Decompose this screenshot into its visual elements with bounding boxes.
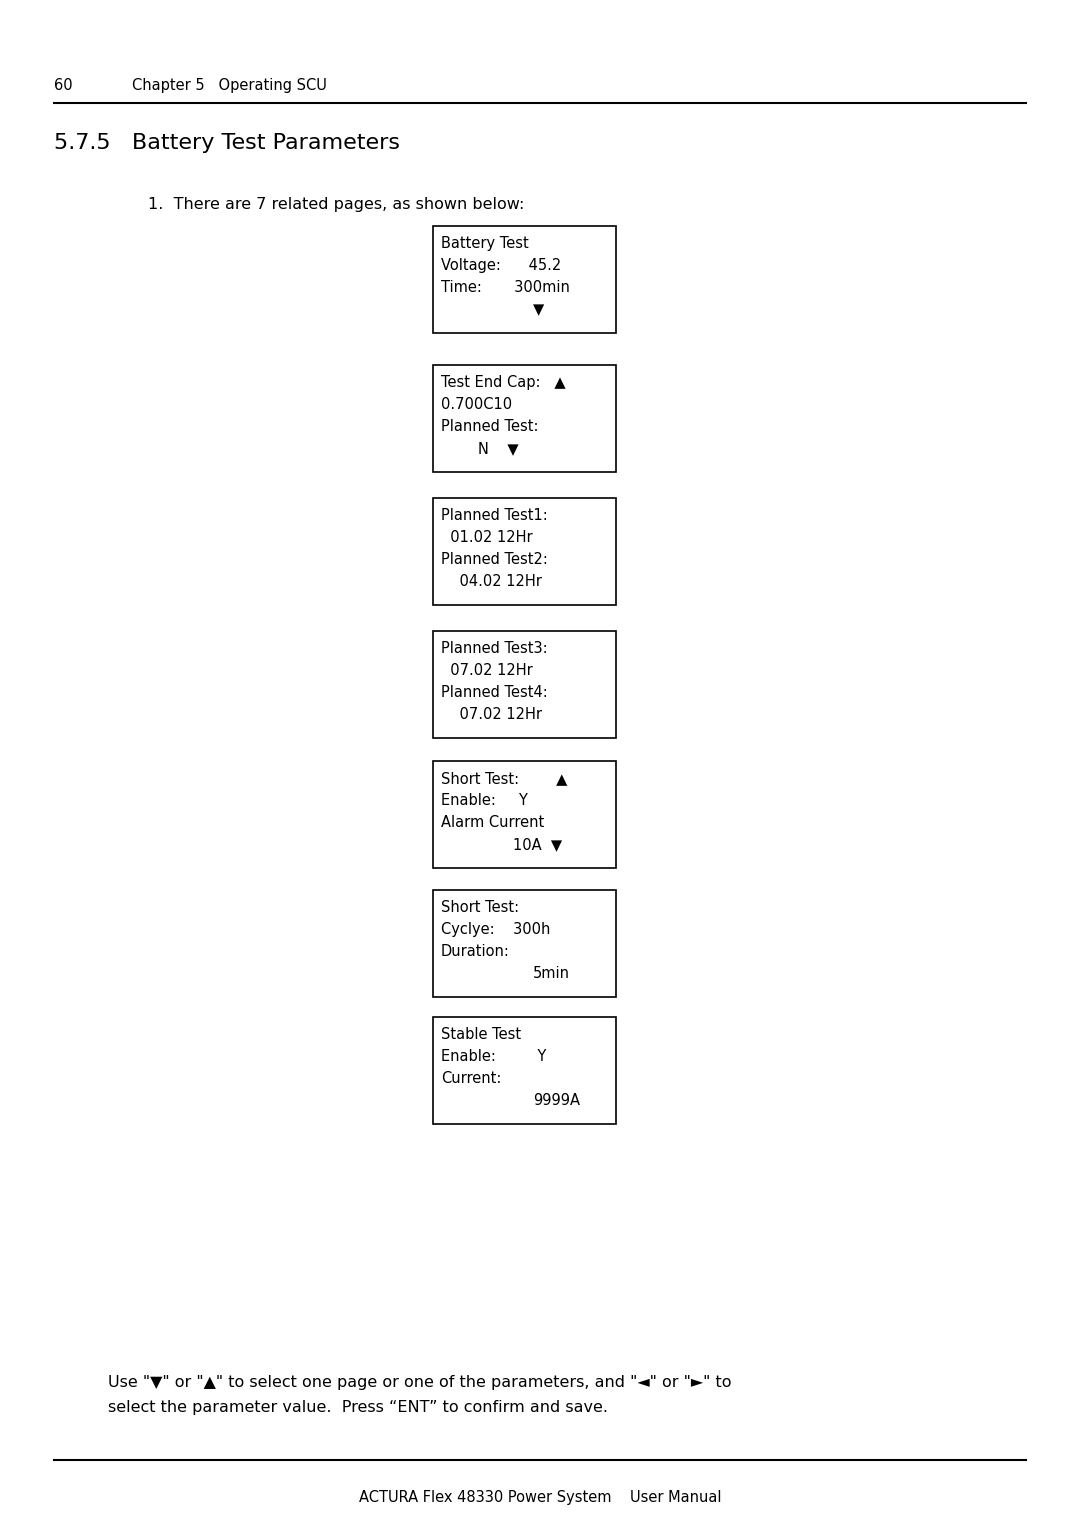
Text: 01.02 12Hr: 01.02 12Hr	[441, 530, 532, 545]
Text: 5.7.5   Battery Test Parameters: 5.7.5 Battery Test Parameters	[54, 133, 400, 153]
Text: Test End Cap:   ▲: Test End Cap: ▲	[441, 374, 566, 390]
Bar	[433, 631, 616, 738]
Text: Alarm Current: Alarm Current	[441, 814, 544, 830]
Text: 1.  There are 7 related pages, as shown below:: 1. There are 7 related pages, as shown b…	[148, 197, 525, 212]
Bar	[433, 889, 616, 996]
Text: Planned Test1:: Planned Test1:	[441, 507, 548, 523]
Text: Time:       300min: Time: 300min	[441, 280, 570, 295]
Text: Short Test:        ▲: Short Test: ▲	[441, 772, 567, 785]
Text: Planned Test4:: Planned Test4:	[441, 685, 548, 700]
Text: 9999A: 9999A	[534, 1093, 580, 1108]
Text: select the parameter value.  Press “ENT” to confirm and save.: select the parameter value. Press “ENT” …	[108, 1400, 608, 1415]
Text: 0.700C10: 0.700C10	[441, 397, 512, 413]
Text: 60: 60	[54, 78, 72, 93]
Text: Enable:         Y: Enable: Y	[441, 1050, 546, 1063]
Text: Planned Test3:: Planned Test3:	[441, 642, 548, 656]
Text: 07.02 12Hr: 07.02 12Hr	[441, 663, 532, 678]
Text: Duration:: Duration:	[441, 944, 510, 960]
Text: Short Test:: Short Test:	[441, 900, 519, 915]
Bar	[433, 498, 616, 605]
Text: 07.02 12Hr: 07.02 12Hr	[441, 707, 542, 723]
Bar	[433, 365, 616, 472]
Text: N    ▼: N ▼	[478, 442, 518, 455]
Bar	[433, 226, 616, 333]
Text: Use "▼" or "▲" to select one page or one of the parameters, and "◄" or "►" to: Use "▼" or "▲" to select one page or one…	[108, 1375, 731, 1390]
Text: Current:: Current:	[441, 1071, 501, 1086]
Text: 10A  ▼: 10A ▼	[513, 837, 562, 853]
Text: Planned Test:: Planned Test:	[441, 419, 539, 434]
Text: 04.02 12Hr: 04.02 12Hr	[441, 575, 542, 588]
Text: Stable Test: Stable Test	[441, 1027, 522, 1042]
Text: Chapter 5   Operating SCU: Chapter 5 Operating SCU	[132, 78, 327, 93]
Text: Battery Test: Battery Test	[441, 235, 529, 251]
Bar	[433, 1018, 616, 1125]
Text: ACTURA Flex 48330 Power System    User Manual: ACTURA Flex 48330 Power System User Manu…	[359, 1490, 721, 1505]
Text: Planned Test2:: Planned Test2:	[441, 552, 548, 567]
Text: Voltage:      45.2: Voltage: 45.2	[441, 258, 562, 274]
Bar	[433, 761, 616, 868]
Text: Enable:     Y: Enable: Y	[441, 793, 528, 808]
Text: ▼: ▼	[534, 303, 544, 316]
Text: 5min: 5min	[534, 966, 570, 981]
Text: Cyclye:    300h: Cyclye: 300h	[441, 921, 551, 937]
